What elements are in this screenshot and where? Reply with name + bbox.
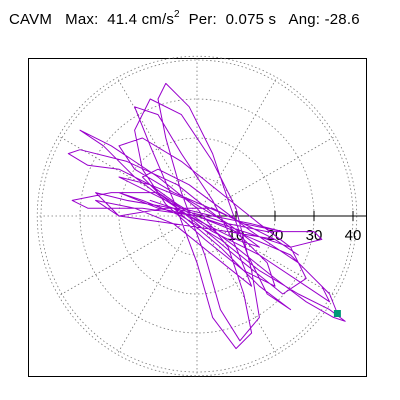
max-value: 41.4: [107, 11, 138, 28]
grid-spoke-210: [58, 215, 198, 297]
chart-title: CAVM Max: 41.4 cm/s2 Per: 0.075 s Ang: -…: [9, 9, 360, 28]
grid-spoke-150: [58, 135, 198, 217]
ang-label: Ang:: [288, 11, 321, 28]
ang-value: -28.6: [324, 11, 360, 28]
end-point-marker: [333, 310, 341, 317]
grid-spoke-120: [116, 77, 198, 217]
grid-spoke-300: [196, 215, 278, 355]
trace-line: [67, 82, 346, 350]
max-unit-exponent: 2: [174, 9, 180, 20]
trace-layer: [67, 82, 346, 350]
title-name: CAVM: [9, 11, 53, 28]
max-unit: cm/s: [141, 11, 175, 28]
marker-layer: [333, 310, 341, 317]
radial-axis: 10 20 30 40: [197, 211, 366, 244]
plot-frame: [28, 58, 367, 377]
grid-spoke-30: [196, 135, 336, 217]
per-value: 0.075 s: [225, 11, 277, 28]
max-label: Max:: [65, 11, 99, 28]
radial-tick-label-40: 40: [345, 227, 362, 244]
grid-spoke-330: [196, 215, 336, 297]
grid-spoke-60: [196, 77, 278, 217]
grid-spoke-240: [116, 215, 198, 355]
per-label: Per:: [188, 11, 217, 28]
